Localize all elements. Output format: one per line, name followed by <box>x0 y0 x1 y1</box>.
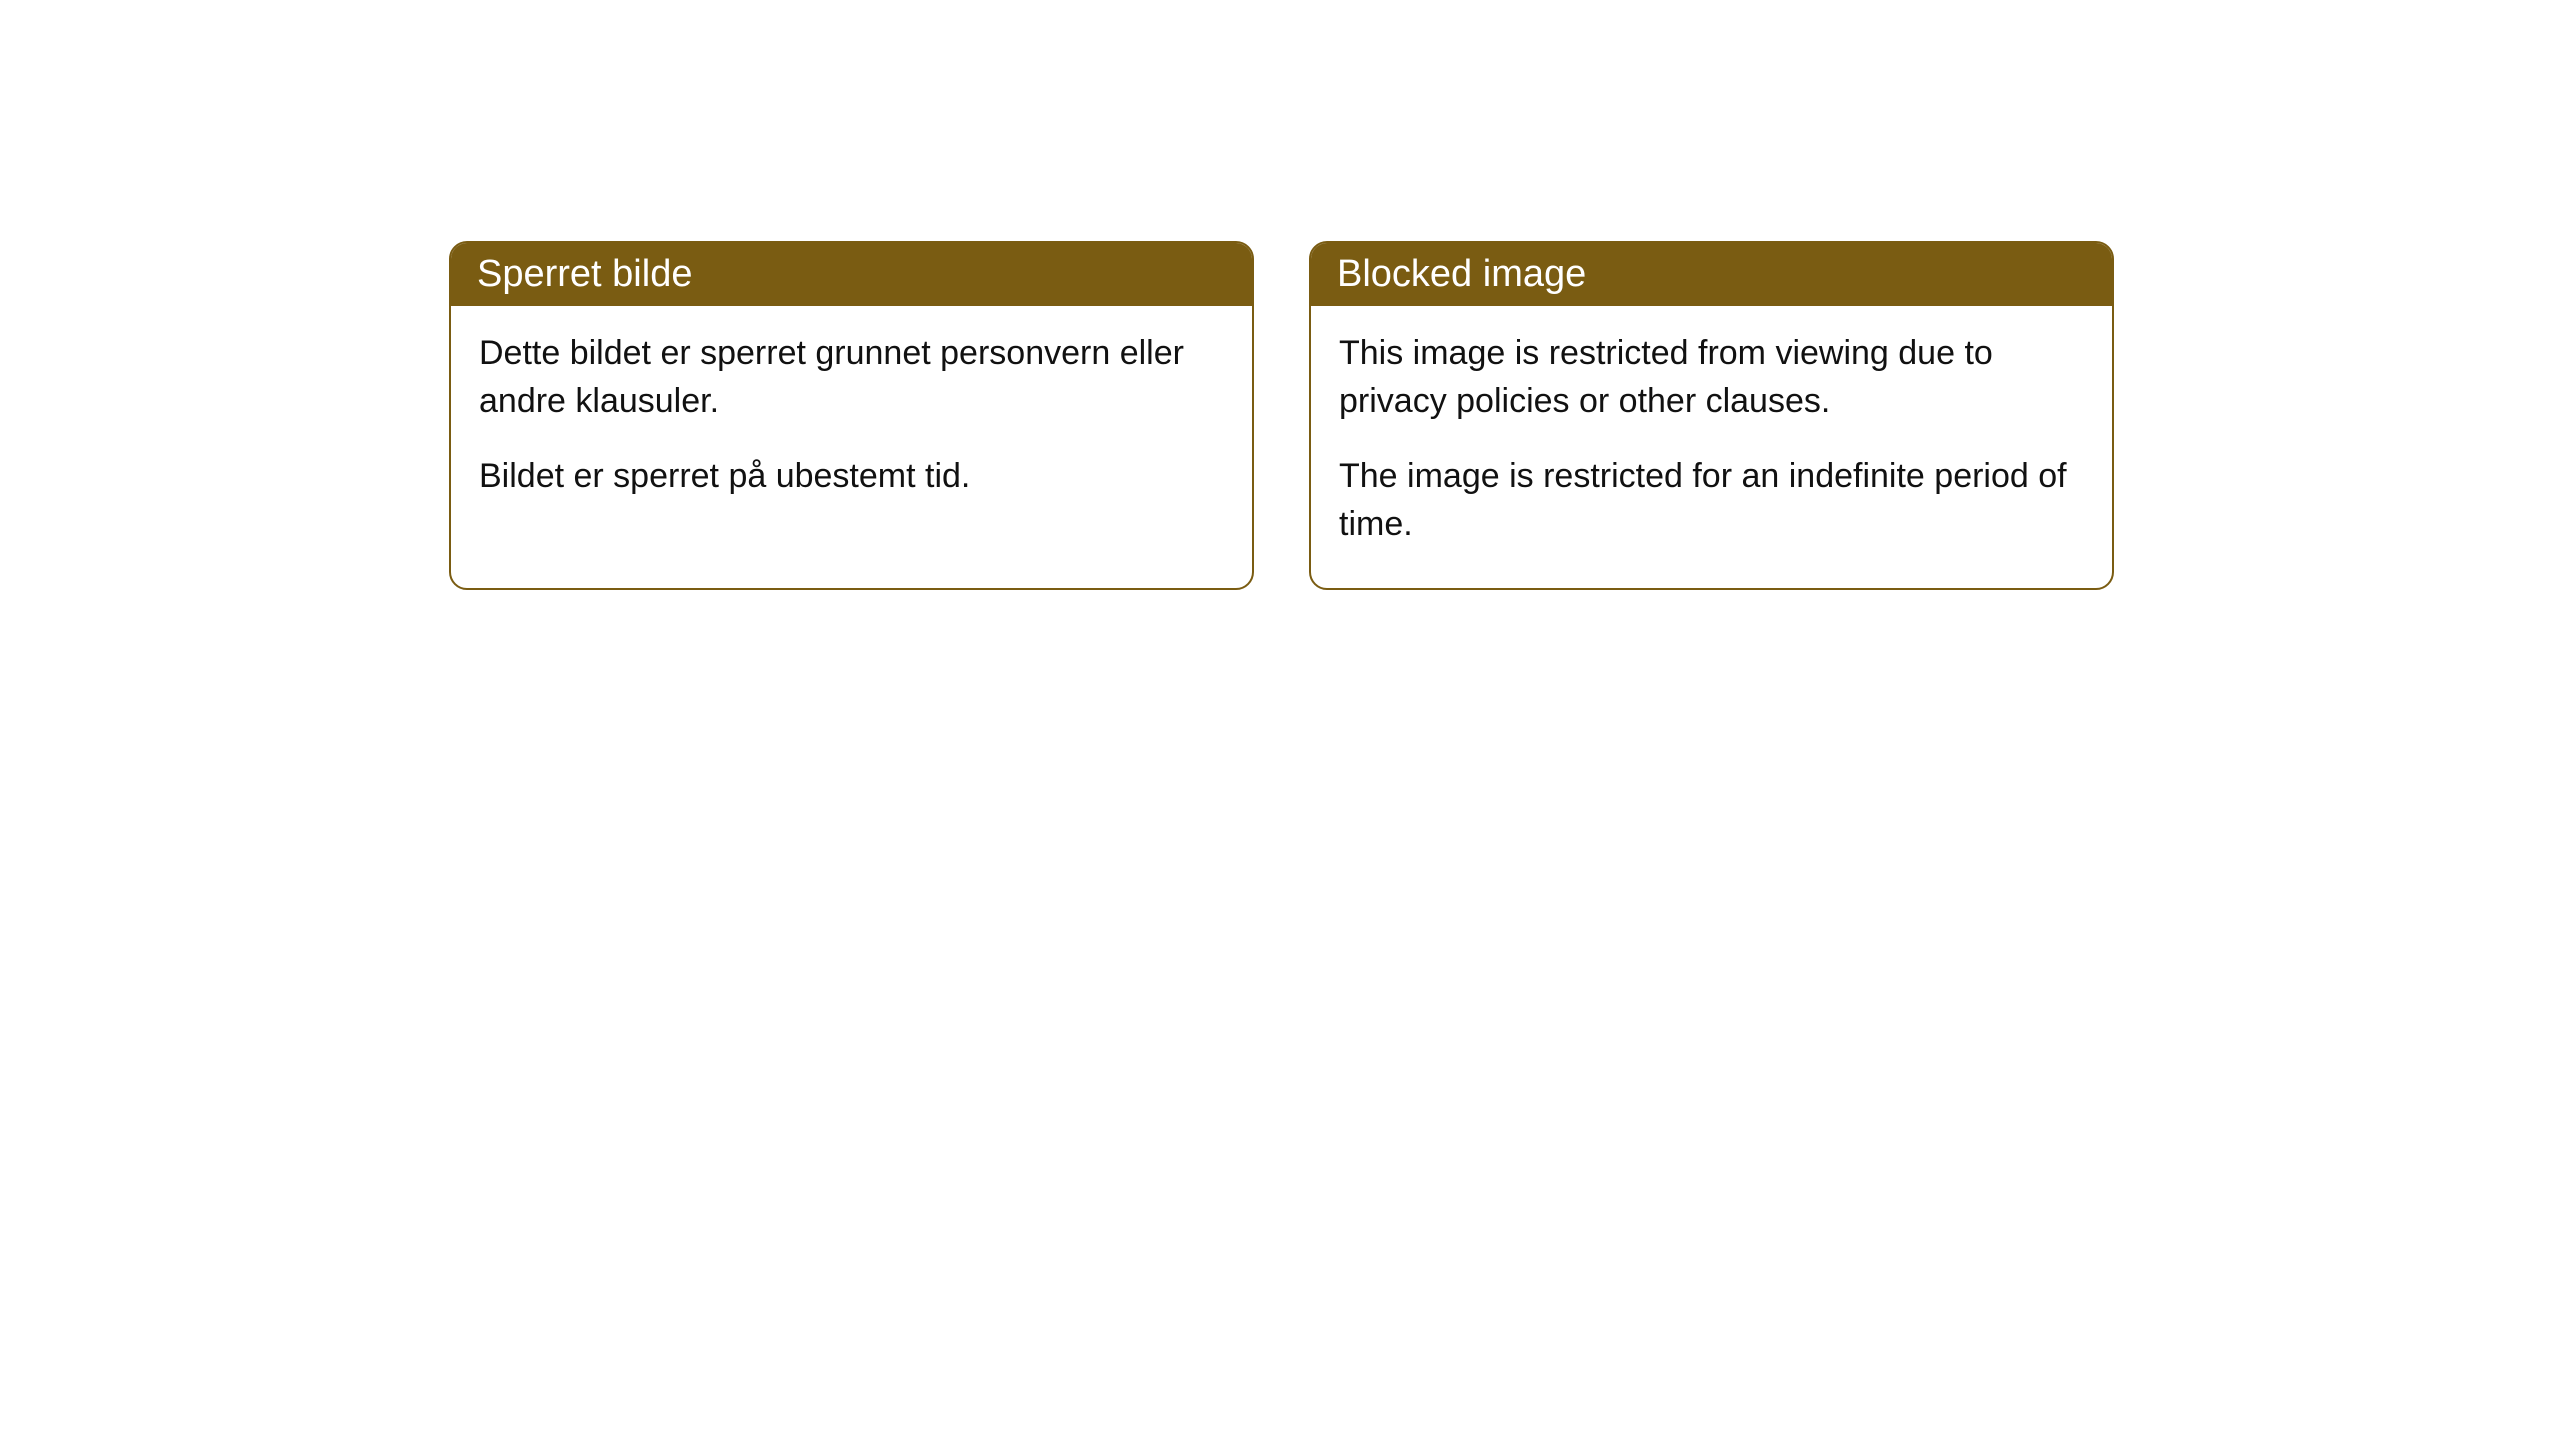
card-title: Sperret bilde <box>477 253 692 295</box>
notice-cards-container: Sperret bilde Dette bildet er sperret gr… <box>449 241 2114 590</box>
card-paragraph: This image is restricted from viewing du… <box>1339 330 2084 425</box>
card-title: Blocked image <box>1337 253 1586 295</box>
notice-card-english: Blocked image This image is restricted f… <box>1309 241 2114 590</box>
card-body: Dette bildet er sperret grunnet personve… <box>451 306 1252 541</box>
card-header: Blocked image <box>1311 243 2112 306</box>
card-header: Sperret bilde <box>451 243 1252 306</box>
notice-card-norwegian: Sperret bilde Dette bildet er sperret gr… <box>449 241 1254 590</box>
card-paragraph: Dette bildet er sperret grunnet personve… <box>479 330 1224 425</box>
card-paragraph: Bildet er sperret på ubestemt tid. <box>479 453 1224 501</box>
card-paragraph: The image is restricted for an indefinit… <box>1339 453 2084 548</box>
card-body: This image is restricted from viewing du… <box>1311 306 2112 588</box>
